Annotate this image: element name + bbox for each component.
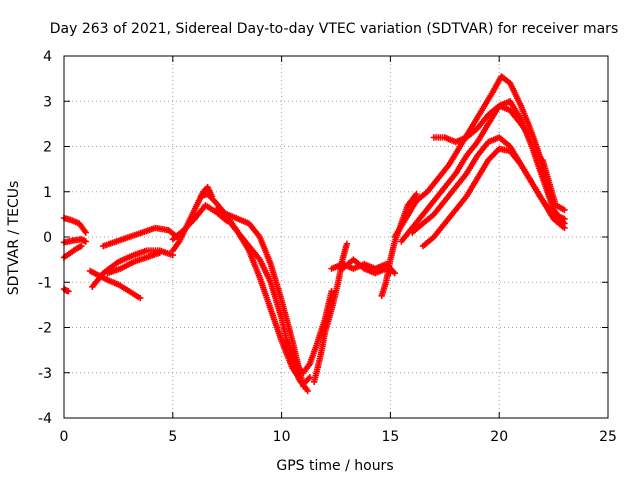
x-tick-label: 5 xyxy=(168,429,177,445)
series-arc-6 xyxy=(89,247,176,290)
y-tick-label: 1 xyxy=(43,185,52,201)
data-points xyxy=(60,73,568,395)
series-arc-17 xyxy=(339,256,394,277)
series-arc-14 xyxy=(282,288,335,376)
series-arc-3 xyxy=(60,242,85,261)
chart-title: Day 263 of 2021, Sidereal Day-to-day VTE… xyxy=(50,21,618,37)
data-point xyxy=(137,294,144,302)
series-arc-24 xyxy=(539,156,568,214)
series-arc-7 xyxy=(100,224,181,250)
data-point xyxy=(156,249,163,256)
data-point xyxy=(82,229,89,236)
y-tick-label: 3 xyxy=(43,94,52,110)
series-arc-22 xyxy=(419,145,568,250)
data-point xyxy=(561,206,568,214)
series-arc-5 xyxy=(86,267,144,302)
grid xyxy=(64,56,608,418)
data-point xyxy=(65,288,72,295)
data-point xyxy=(78,242,85,250)
data-point xyxy=(305,375,312,382)
x-tick-label: 25 xyxy=(599,429,617,445)
x-tick-label: 20 xyxy=(490,429,508,445)
y-tick-label: -4 xyxy=(38,411,52,427)
y-tick-label: -3 xyxy=(38,366,52,382)
y-tick-label: 0 xyxy=(43,230,52,246)
data-point xyxy=(82,238,89,245)
y-tick-label: -1 xyxy=(38,275,52,291)
series-arc-23 xyxy=(430,102,531,146)
x-tick-label: 0 xyxy=(60,429,69,445)
series-arc-8 xyxy=(104,249,163,277)
y-tick-label: 4 xyxy=(43,49,52,65)
data-point xyxy=(561,224,568,232)
series-arc-19 xyxy=(391,73,553,241)
data-point xyxy=(343,240,351,247)
series-arc-2 xyxy=(60,236,89,246)
x-axis-label: GPS time / hours xyxy=(276,458,393,474)
series-arc-4 xyxy=(60,285,72,295)
axis-ticks: 0 5 10 15 20 25 -4 -3 -2 -1 0 1 2 3 4 xyxy=(38,49,617,445)
x-tick-label: 15 xyxy=(381,429,399,445)
data-point xyxy=(304,387,311,395)
y-axis-label: SDTVAR / TECUs xyxy=(6,181,22,296)
x-tick-label: 10 xyxy=(273,429,291,445)
data-point xyxy=(561,215,568,223)
y-tick-label: 2 xyxy=(43,140,52,156)
y-tick-label: -2 xyxy=(38,321,52,337)
data-point xyxy=(413,190,420,198)
data-point xyxy=(524,129,531,137)
series-arc-1 xyxy=(60,214,89,236)
